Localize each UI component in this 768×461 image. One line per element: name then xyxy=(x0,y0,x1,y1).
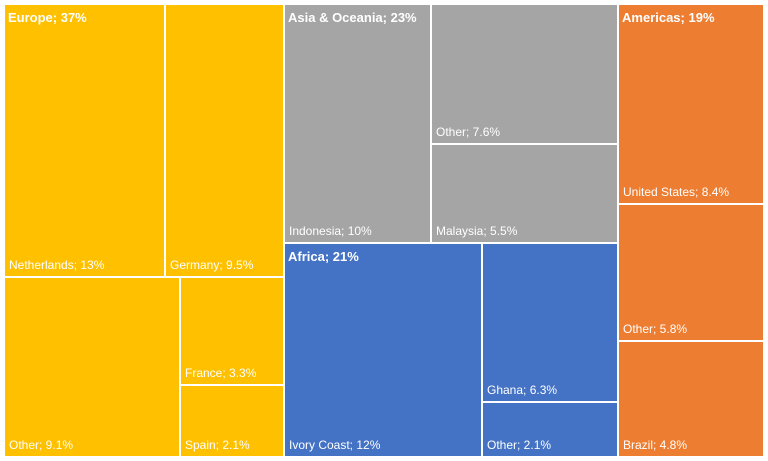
tile-africa-ghana: Ghana; 6.3% xyxy=(482,243,618,402)
tile-europe-other: Other; 9.1% xyxy=(4,277,180,457)
tile-europe-netherlands: Netherlands; 13% xyxy=(4,4,165,277)
tile-label: Brazil; 4.8% xyxy=(623,438,688,452)
group-label-europe: Europe; 37% xyxy=(8,10,87,25)
tile-asia-and-oceania-indonesia: Indonesia; 10% xyxy=(284,4,431,243)
tile-label: Other; 2.1% xyxy=(487,438,552,452)
tile-label: Netherlands; 13% xyxy=(9,258,105,272)
group-label-africa: Africa; 21% xyxy=(288,249,359,264)
tile-europe-spain: Spain; 2.1% xyxy=(180,385,284,457)
tile-africa-ivory-coast: Ivory Coast; 12% xyxy=(284,243,482,457)
tile-asia-and-oceania-malaysia: Malaysia; 5.5% xyxy=(431,144,618,243)
tile-label: United States; 8.4% xyxy=(623,185,730,199)
tile-label: Germany; 9.5% xyxy=(170,258,254,272)
group-label-asia-and-oceania: Asia & Oceania; 23% xyxy=(288,10,417,25)
tile-label: Ghana; 6.3% xyxy=(487,383,558,397)
tile-label: Other; 9.1% xyxy=(9,438,74,452)
tile-americas-other: Other; 5.8% xyxy=(618,204,764,341)
tile-americas-brazil: Brazil; 4.8% xyxy=(618,341,764,457)
group-label-americas: Americas; 19% xyxy=(622,10,715,25)
tile-americas-united-states: United States; 8.4% xyxy=(618,4,764,204)
tile-label: Ivory Coast; 12% xyxy=(289,438,381,452)
tile-europe-france: France; 3.3% xyxy=(180,277,284,385)
tile-asia-and-oceania-other: Other; 7.6% xyxy=(431,4,618,144)
tile-label: Other; 5.8% xyxy=(623,322,688,336)
tile-europe-germany: Germany; 9.5% xyxy=(165,4,284,277)
tile-label: Malaysia; 5.5% xyxy=(436,224,518,238)
tile-africa-other: Other; 2.1% xyxy=(482,402,618,457)
tile-label: France; 3.3% xyxy=(185,366,257,380)
tile-label: Other; 7.6% xyxy=(436,125,501,139)
tile-label: Indonesia; 10% xyxy=(289,224,372,238)
tile-label: Spain; 2.1% xyxy=(185,438,250,452)
